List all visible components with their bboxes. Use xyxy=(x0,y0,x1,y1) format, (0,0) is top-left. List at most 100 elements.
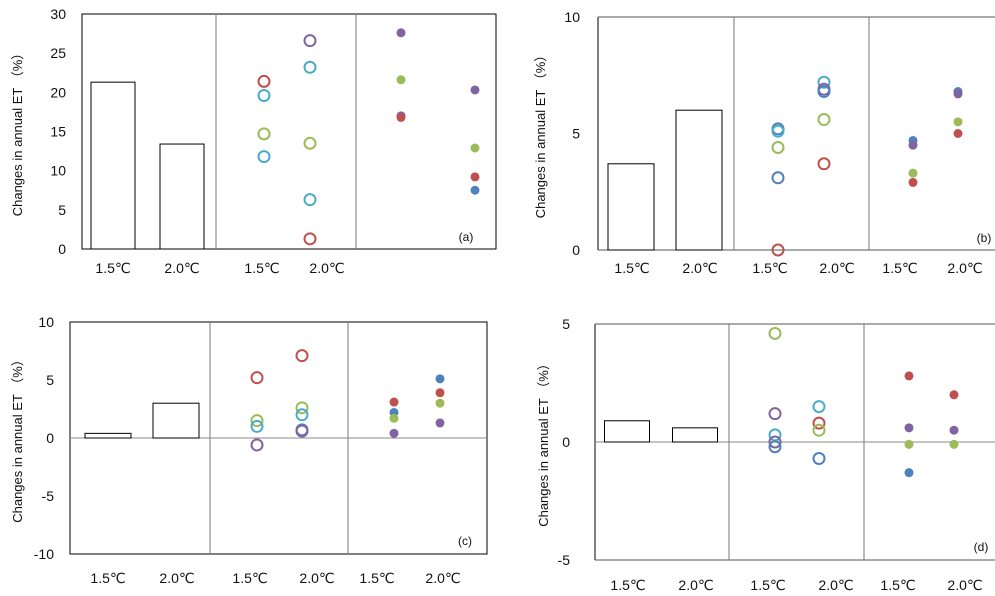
y-tick-label: 5 xyxy=(572,126,580,142)
filled-marker xyxy=(396,75,406,85)
hollow-marker xyxy=(768,435,782,449)
filled-marker xyxy=(908,140,918,150)
x-tick-label: 2.0℃ xyxy=(947,260,982,276)
x-tick-label: 2.0℃ xyxy=(159,570,194,586)
y-tick-label: 10 xyxy=(38,314,54,330)
panel-label: (a) xyxy=(459,230,474,244)
hollow-marker xyxy=(817,85,831,99)
panel-label: (b) xyxy=(977,231,992,245)
filled-marker xyxy=(389,428,399,438)
x-tick-label: 1.5℃ xyxy=(880,577,915,593)
y-axis-label: Changes in annual ET （%） xyxy=(536,357,551,527)
bar xyxy=(90,81,136,250)
x-tick-label: 2.0℃ xyxy=(682,260,717,276)
filled-marker xyxy=(904,423,914,433)
x-tick-label: 1.5℃ xyxy=(90,570,125,586)
hollow-marker xyxy=(812,423,826,437)
y-tick-label: 5 xyxy=(46,372,54,388)
hollow-marker xyxy=(250,438,264,452)
bar xyxy=(159,143,205,250)
y-tick-label: 15 xyxy=(50,124,66,140)
filled-marker xyxy=(904,371,914,381)
x-tick-label: 2.0℃ xyxy=(819,260,854,276)
filled-marker xyxy=(953,117,963,127)
y-tick-label: -5 xyxy=(558,552,571,568)
y-tick-label: -5 xyxy=(42,488,55,504)
filled-marker xyxy=(470,172,480,182)
y-tick-label: -10 xyxy=(34,546,54,562)
hollow-marker xyxy=(257,150,271,164)
bar xyxy=(607,163,655,251)
x-tick-label: 2.0℃ xyxy=(299,570,334,586)
hollow-marker xyxy=(303,136,317,150)
hollow-marker xyxy=(768,440,782,454)
filled-marker xyxy=(908,168,918,178)
y-tick-label: 0 xyxy=(562,434,570,450)
hollow-marker xyxy=(295,424,309,438)
hollow-marker xyxy=(768,326,782,340)
bar xyxy=(675,109,723,251)
filled-marker xyxy=(470,85,480,95)
y-tick-label: 0 xyxy=(58,241,66,257)
filled-marker xyxy=(435,398,445,408)
bar xyxy=(672,427,718,443)
hollow-marker xyxy=(768,407,782,421)
x-tick-label: 1.5℃ xyxy=(610,577,645,593)
hollow-marker xyxy=(295,349,309,363)
filled-marker xyxy=(396,28,406,38)
filled-marker xyxy=(435,374,445,384)
x-tick-label: 2.0℃ xyxy=(818,577,853,593)
y-axis-label: Changes in annual ET （%） xyxy=(10,47,25,217)
hollow-marker xyxy=(257,88,271,102)
filled-marker xyxy=(435,388,445,398)
panel-frame xyxy=(81,13,497,250)
x-tick-label: 2.0℃ xyxy=(309,260,344,276)
bar xyxy=(84,432,132,439)
hollow-marker xyxy=(812,416,826,430)
x-tick-label: 2.0℃ xyxy=(164,260,199,276)
panel-label: (d) xyxy=(974,540,989,554)
hollow-marker xyxy=(771,124,785,138)
hollow-marker xyxy=(817,75,831,89)
x-tick-label: 2.0℃ xyxy=(425,570,460,586)
filled-marker xyxy=(949,390,959,400)
x-tick-label: 1.5℃ xyxy=(232,570,267,586)
hollow-marker xyxy=(303,60,317,74)
filled-marker xyxy=(953,89,963,99)
hollow-marker xyxy=(295,401,309,415)
x-tick-label: 1.5℃ xyxy=(614,260,649,276)
hollow-marker xyxy=(812,452,826,466)
hollow-marker xyxy=(303,34,317,48)
y-axis-label: Changes in annual ET （%） xyxy=(533,49,548,219)
y-tick-label: 25 xyxy=(50,45,66,61)
y-axis-label: Changes in annual ET （%） xyxy=(10,353,25,523)
x-tick-label: 1.5℃ xyxy=(750,577,785,593)
filled-marker xyxy=(949,439,959,449)
filled-marker xyxy=(389,397,399,407)
filled-marker xyxy=(470,143,480,153)
y-tick-label: 10 xyxy=(564,9,580,25)
hollow-marker xyxy=(295,408,309,422)
filled-marker xyxy=(904,468,914,478)
bar xyxy=(604,420,650,443)
x-tick-label: 1.5℃ xyxy=(95,260,130,276)
y-tick-label: 5 xyxy=(58,202,66,218)
filled-marker xyxy=(396,112,406,122)
filled-marker xyxy=(904,439,914,449)
hollow-marker xyxy=(250,419,264,433)
panel-label: (c) xyxy=(458,534,472,548)
y-tick-label: 20 xyxy=(50,84,66,100)
hollow-marker xyxy=(257,127,271,141)
filled-marker xyxy=(470,185,480,195)
x-tick-label: 1.5℃ xyxy=(359,570,394,586)
hollow-marker xyxy=(771,243,785,257)
hollow-marker xyxy=(817,113,831,127)
x-tick-label: 2.0℃ xyxy=(947,577,982,593)
hollow-marker xyxy=(303,232,317,246)
hollow-marker xyxy=(257,74,271,88)
y-tick-label: 30 xyxy=(50,6,66,22)
hollow-marker xyxy=(250,414,264,428)
filled-marker xyxy=(435,418,445,428)
